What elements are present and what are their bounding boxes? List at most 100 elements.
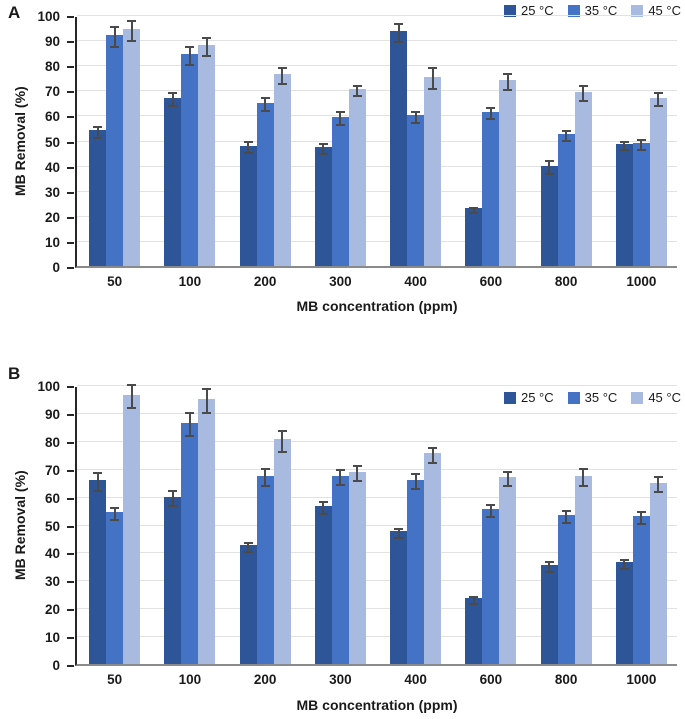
error-bar-line (130, 386, 133, 408)
y-tick-label: 30 (44, 574, 60, 590)
gridline (77, 15, 677, 16)
legend-label: 25 °C (520, 3, 554, 18)
panel-label-a: A (8, 3, 21, 22)
gridline (77, 140, 677, 142)
bar (482, 509, 500, 664)
y-tick-mark (67, 66, 74, 69)
error-bar-line (171, 492, 174, 505)
error-bar (127, 384, 137, 410)
x-axis-ticks: 50 100 200 300 400 600 800 1000 (77, 274, 677, 294)
y-tick-label: 0 (52, 260, 60, 275)
error-bar-line (356, 86, 359, 96)
error-bar-line (264, 99, 267, 111)
bar (574, 475, 592, 664)
gridline (77, 115, 677, 117)
error-bar-line (431, 448, 434, 462)
bar (198, 45, 216, 266)
legend-item: 45 °C (631, 390, 681, 405)
x-tick-label: 600 (479, 274, 503, 289)
x-tick-label: 800 (554, 274, 578, 289)
error-bar-line (247, 543, 250, 551)
error-bar-line (472, 208, 475, 213)
y-tick-label: 100 (37, 9, 60, 24)
legend-label: 25 °C (520, 390, 554, 405)
x-tick-label: 200 (253, 274, 277, 289)
bar (181, 53, 199, 266)
gridline (77, 580, 677, 582)
error-bar-line (506, 472, 509, 486)
legend-swatch (567, 4, 580, 17)
x-tick-label: 50 (107, 274, 123, 289)
y-tick-label: 50 (44, 134, 60, 150)
error-bar (411, 111, 421, 124)
error-bar (110, 506, 120, 521)
x-tick-label: 100 (178, 274, 202, 289)
error-bar (578, 84, 588, 103)
error-bar-line (548, 162, 551, 174)
bar (499, 80, 517, 266)
gridline (77, 552, 677, 554)
gridline (77, 468, 677, 470)
error-bar (93, 126, 103, 139)
error-bar-line (339, 113, 342, 125)
error-bar (653, 476, 663, 493)
x-tick-label: 100 (178, 672, 202, 687)
bar (649, 482, 667, 664)
y-tick-mark (67, 116, 74, 119)
y-tick-mark (67, 267, 74, 269)
error-bar-line (582, 469, 585, 486)
gridline (77, 385, 677, 386)
error-bar-line (113, 508, 116, 519)
y-tick-mark (67, 191, 74, 194)
gridline (77, 608, 677, 610)
legend-swatch (567, 391, 580, 404)
error-bar-line (322, 503, 325, 514)
bar (424, 453, 442, 664)
bar (314, 146, 332, 266)
bar (615, 144, 633, 266)
error-bar-line (623, 560, 626, 568)
error-bar-line (565, 511, 568, 522)
y-tick-mark (67, 441, 74, 444)
gridline (77, 524, 677, 526)
error-bar-line (640, 140, 643, 150)
chart-panel-a: A 25 °C 35 °C 45 °C MB Removal (%) 0 10 20 30… (0, 0, 685, 345)
y-tick-label: 10 (44, 630, 60, 646)
y-tick-label: 90 (44, 34, 60, 50)
bar (632, 143, 650, 266)
error-bar (243, 141, 253, 154)
y-tick-mark (67, 241, 74, 244)
error-bar-line (565, 131, 568, 141)
error-bar-line (171, 94, 174, 106)
bar (424, 76, 442, 266)
x-tick-label: 300 (329, 672, 352, 687)
bar (615, 562, 633, 664)
error-bar-line (96, 474, 99, 490)
error-bar-line (489, 109, 492, 118)
bar (390, 531, 408, 664)
y-tick-mark (67, 41, 74, 44)
y-tick-label: 70 (44, 462, 60, 478)
gridline (77, 636, 677, 638)
error-bar (503, 470, 513, 488)
y-tick-label: 40 (44, 546, 60, 562)
y-tick-label: 10 (44, 234, 60, 250)
error-bar-line (657, 94, 660, 106)
y-tick-label: 100 (37, 379, 60, 394)
error-bar (335, 111, 345, 127)
gridline (77, 40, 677, 42)
bar (465, 208, 483, 266)
gridline (77, 440, 677, 442)
bar (164, 496, 182, 664)
y-tick-label: 60 (44, 490, 60, 506)
gridline (77, 190, 677, 192)
error-bar (428, 446, 438, 464)
error-bar (185, 45, 195, 66)
bar (649, 97, 667, 266)
bar (632, 516, 650, 664)
y-tick-mark (67, 553, 74, 556)
error-bar-line (247, 143, 250, 152)
error-bar (260, 97, 270, 113)
legend-swatch (503, 391, 516, 404)
x-tick-label: 1000 (626, 672, 657, 687)
